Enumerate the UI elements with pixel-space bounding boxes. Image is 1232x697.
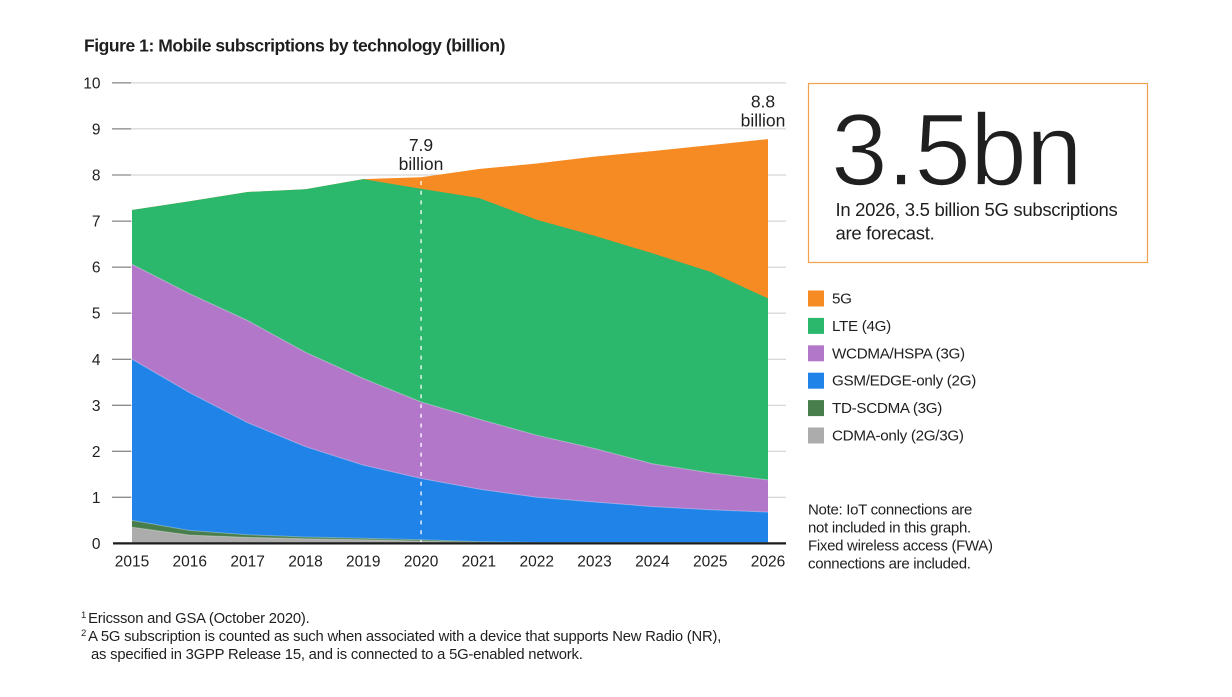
svg-text:4: 4 <box>92 352 101 369</box>
svg-text:6: 6 <box>92 260 101 277</box>
svg-text:9: 9 <box>92 122 101 139</box>
svg-text:2026: 2026 <box>751 554 785 571</box>
svg-text:0: 0 <box>92 536 101 553</box>
svg-text:In 2026, 3.5 billion 5G subscr: In 2026, 3.5 billion 5G subscriptions <box>836 199 1118 220</box>
svg-text:LTE (4G): LTE (4G) <box>832 318 891 335</box>
svg-text:2A 5G subscription is counted: 2A 5G subscription is counted as such wh… <box>81 628 721 645</box>
svg-text:2018: 2018 <box>288 554 322 571</box>
svg-text:2023: 2023 <box>577 554 611 571</box>
svg-text:2: 2 <box>92 444 101 461</box>
svg-text:8.8: 8.8 <box>751 92 775 112</box>
svg-text:10: 10 <box>83 76 101 93</box>
svg-text:1: 1 <box>92 490 101 507</box>
svg-text:2022: 2022 <box>519 554 553 571</box>
svg-text:connections are included.: connections are included. <box>808 556 971 573</box>
svg-text:3: 3 <box>92 398 101 415</box>
svg-text:8: 8 <box>92 168 101 185</box>
svg-text:2021: 2021 <box>462 554 496 571</box>
svg-text:2020: 2020 <box>404 554 439 571</box>
svg-text:7.9: 7.9 <box>409 135 433 155</box>
svg-text:3.5bn: 3.5bn <box>831 93 1082 207</box>
svg-text:2016: 2016 <box>173 554 207 571</box>
svg-text:2024: 2024 <box>635 554 670 571</box>
svg-text:2017: 2017 <box>230 554 264 571</box>
svg-text:2019: 2019 <box>346 554 380 571</box>
svg-text:Fixed wireless access (FWA): Fixed wireless access (FWA) <box>808 538 993 555</box>
svg-text:as specified in 3GPP Release 1: as specified in 3GPP Release 15, and is … <box>91 647 583 663</box>
svg-text:WCDMA/HSPA (3G): WCDMA/HSPA (3G) <box>832 345 965 362</box>
svg-text:5: 5 <box>92 306 101 323</box>
svg-text:billion: billion <box>741 111 786 131</box>
svg-text:Figure 1: Mobile subscriptions: Figure 1: Mobile subscriptions by techno… <box>84 36 505 56</box>
svg-text:2025: 2025 <box>693 554 727 571</box>
svg-text:7: 7 <box>92 214 101 231</box>
svg-text:GSM/EDGE-only (2G): GSM/EDGE-only (2G) <box>832 373 976 390</box>
svg-text:not included in this graph.: not included in this graph. <box>808 520 971 537</box>
svg-text:TD-SCDMA (3G): TD-SCDMA (3G) <box>832 400 942 417</box>
svg-text:are forecast.: are forecast. <box>836 223 935 244</box>
svg-text:5G: 5G <box>832 291 852 308</box>
svg-text:CDMA-only (2G/3G): CDMA-only (2G/3G) <box>832 428 964 445</box>
svg-text:2015: 2015 <box>115 554 149 571</box>
svg-text:billion: billion <box>399 154 444 174</box>
svg-text:Note: IoT connections are: Note: IoT connections are <box>808 502 972 519</box>
